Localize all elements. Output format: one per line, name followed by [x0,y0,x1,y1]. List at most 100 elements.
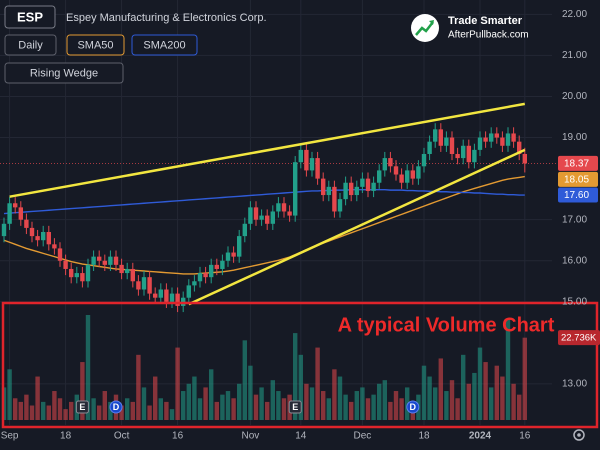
volume-bar [382,380,387,420]
event-label: D [113,402,120,412]
candle-body [461,145,466,159]
interval-button[interactable]: Daily [4,34,57,56]
x-tick-label: 16 [519,431,531,442]
candle-body [354,186,359,196]
volume-bar [29,405,35,420]
candle-body [309,158,315,171]
sma-tag-bg [558,171,598,187]
candle-body [242,223,247,237]
volume-bar [203,387,208,420]
volume-bar [466,383,471,420]
candle-body [287,211,292,216]
candle-body [7,203,12,224]
volume-bar [326,398,331,420]
candle-body [315,158,320,179]
volume-bar [209,369,214,420]
sma200-button[interactable]: SMA200 [131,34,198,56]
candle-body [259,215,264,220]
button-frame [4,34,57,56]
volume-bar [281,398,287,420]
candle-body [197,273,203,282]
brand-url: AfterPullback.com [448,30,529,41]
volume-bar [181,391,186,420]
volume-bar [186,383,191,420]
x-tick-label: 14 [295,431,307,442]
price-pane [0,102,556,313]
candle-body [489,133,494,142]
y-tick-label: 19.00 [562,132,587,143]
volume-bar [393,391,399,420]
candle-body [371,182,376,191]
volume-bar [220,394,225,420]
candle-body [209,264,214,278]
volume-bar [343,394,348,420]
volume-bar [365,398,371,420]
candle-body [483,137,488,142]
x-tick-label: 2024 [469,431,492,442]
brand-title: Trade Smarter [448,15,523,27]
volume-bar [253,394,259,420]
candle-body [444,137,449,146]
candle-body [231,252,236,257]
brand-logo-arrowhead [429,20,434,25]
candle-body [410,170,415,179]
candle-body [203,273,208,278]
candle-body [360,178,365,187]
volume-bar [231,398,236,420]
volume-bar [517,394,522,420]
volume-bar [80,362,85,420]
candle-body [421,153,427,167]
candle-body [293,162,298,216]
candle-body [169,293,175,302]
sma50-button[interactable]: SMA50 [66,34,125,56]
x-tick-label: Nov [242,431,260,442]
x-tick-label: Dec [354,431,372,442]
settings-icon[interactable] [573,429,585,441]
volume-bar [197,398,203,420]
candle-body [477,137,483,150]
y-tick-label: 20.00 [562,91,587,102]
y-tick-label: 22.00 [562,9,587,20]
candle-body [136,281,141,290]
volume-bar [259,387,264,420]
volume-bar [141,387,147,420]
candle-body [24,219,29,228]
candle-body [29,227,35,237]
volume-bar [304,383,309,420]
candle-body [102,260,107,265]
volume-bar [97,405,102,420]
candle-body [337,199,343,212]
volume-bar [388,401,393,420]
price-tag-bg [558,155,598,171]
overlay: A typical Volume Chart [1,301,599,429]
candle-body [281,203,287,212]
volume-bar [270,380,275,420]
y-tick-label: 16.00 [562,255,587,266]
icon-ring [573,429,585,441]
candle-body [175,293,180,306]
candle-body [192,281,197,286]
annotation-box [1,301,599,429]
candle-body [511,133,516,142]
brand-logo-arrow [415,21,434,36]
pattern-button[interactable]: Rising Wedge [4,62,124,84]
volume-bar [119,405,124,420]
sma-line [3,175,525,275]
candle-body [63,260,68,269]
volume-bar [500,376,505,420]
volume-bar [444,391,449,420]
volume-bar [248,365,253,420]
volume-bar [41,401,46,420]
candle-body [108,256,113,265]
volume-bar [164,401,169,420]
candle-body [326,186,331,196]
volume-bar [349,401,354,420]
candle-body [57,248,63,261]
button-frame [131,34,198,56]
candle-body [214,264,219,269]
volume-bar [494,365,499,420]
ticker-box [4,5,56,29]
candle-body [270,211,275,224]
volume-bar [472,372,477,420]
x-tick-label: Sep [1,431,19,442]
